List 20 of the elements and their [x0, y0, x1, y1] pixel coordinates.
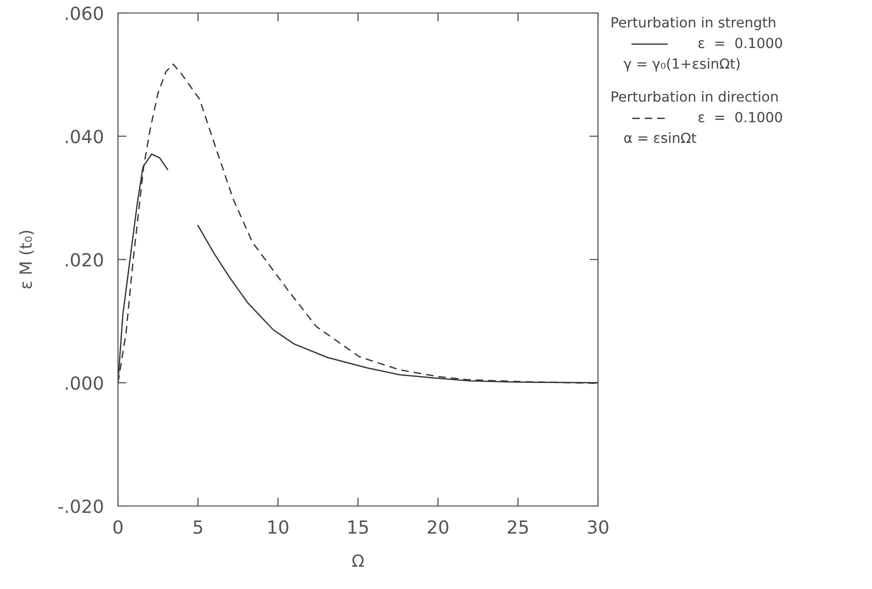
x-tick-label: 30 — [588, 520, 608, 534]
x-tick-label: 5 — [194, 520, 202, 534]
legend-label: ε = 0.1000 — [698, 38, 782, 48]
y-tick-label: .060 — [66, 6, 103, 20]
x-tick-label: 15 — [348, 520, 368, 534]
text: γ = γ₀(1+εsinΩt) — [624, 58, 740, 72]
x-tick-label: 10 — [268, 520, 288, 534]
x-tick-label: 25 — [508, 520, 528, 534]
x-axis-title: Ω — [352, 554, 364, 567]
text: Perturbation in direction — [612, 91, 778, 102]
y-tick-label: .020 — [66, 252, 103, 267]
y-tick-label: .000 — [66, 376, 103, 390]
text: α = εsinΩt — [624, 132, 696, 144]
y-tick-label: .040 — [66, 130, 103, 144]
x-tick-label: 20 — [428, 520, 448, 534]
x-tick-label: 0 — [113, 520, 123, 534]
y-tick-label: -.020 — [58, 499, 103, 514]
legend-label: ε = 0.1000 — [698, 112, 782, 122]
y-axis-title: ε M (t₀) — [19, 230, 34, 289]
text: Perturbation in strength — [612, 16, 776, 30]
